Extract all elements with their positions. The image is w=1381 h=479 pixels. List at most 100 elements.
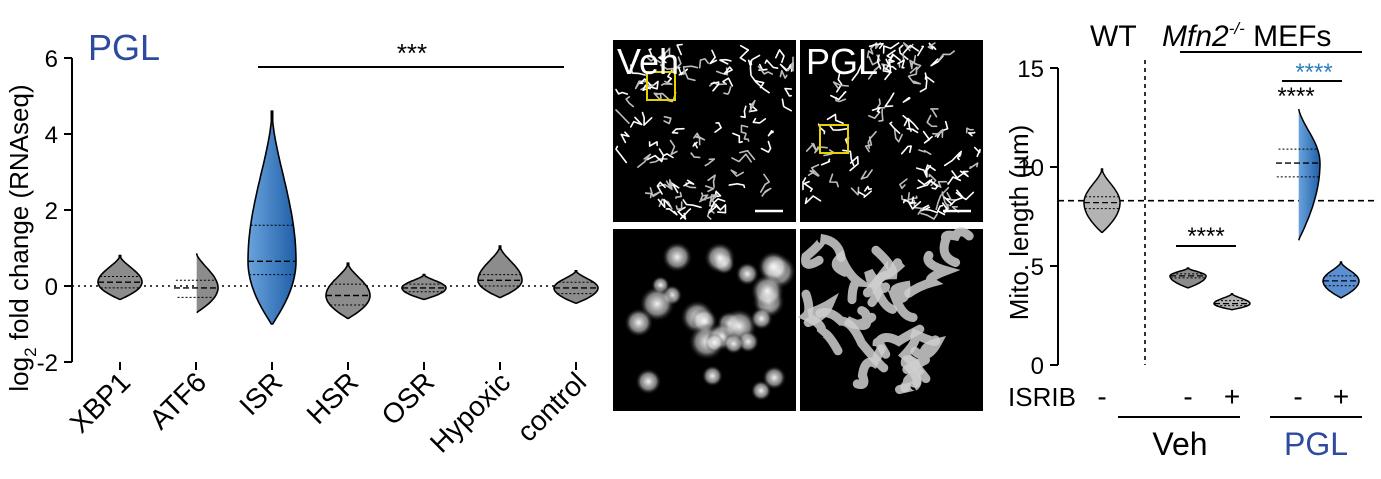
mitochondrion [882, 64, 892, 74]
mitochondrion [871, 107, 881, 113]
mitochondrion [820, 158, 831, 166]
mitochondrion [784, 87, 793, 97]
mitochondrion [672, 56, 682, 72]
mitochondrion [723, 86, 732, 95]
mito-blob [704, 333, 725, 353]
mitochondrion [708, 203, 722, 214]
treatment-labels: ISRIB - - + - +Veh PGL [1008, 381, 1362, 462]
mitochondrion [857, 190, 872, 198]
y-axis-label: log2 fold change (RNAseq) [4, 84, 40, 391]
mito-blob [704, 242, 736, 274]
mitochondrion [646, 154, 665, 163]
mitochondrion [956, 189, 975, 201]
mitochondrion [760, 140, 772, 153]
mito-blob [750, 307, 773, 330]
mito-blob [661, 241, 693, 273]
x-tick-label: control [511, 366, 592, 447]
mitochondrion [704, 185, 715, 193]
mitochondrion [947, 176, 962, 185]
mitochondrion [698, 58, 709, 69]
mitochondrion [671, 127, 685, 134]
mitochondrion [889, 121, 901, 134]
mitochondrion [666, 69, 673, 84]
mitochondrion [959, 170, 969, 178]
mitochondrion [653, 92, 662, 100]
violin-control [553, 270, 599, 304]
violin-xbp1 [97, 254, 143, 301]
violin-hypoxic [477, 245, 523, 299]
mitochondrion [661, 80, 673, 86]
mitochondrion [731, 153, 752, 163]
mito-tubule [904, 250, 961, 298]
x-tick-label: OSR [375, 366, 440, 431]
mitochondrion [866, 47, 874, 59]
y-axis: -2 0 2 4 6 [37, 46, 598, 377]
violin-pglplus [1322, 261, 1360, 299]
mito-tubule [872, 324, 925, 359]
x-tick-label: XBP1 [64, 366, 137, 439]
micrograph-pgl-zoom [800, 229, 983, 411]
mitochondrion [956, 150, 962, 161]
mito-blob [635, 368, 662, 395]
mitochondrion [714, 122, 722, 133]
x-tick-label: ATF6 [143, 366, 212, 435]
mitochondrion [707, 174, 716, 188]
mitochondrion [645, 56, 662, 64]
violin-osr [401, 273, 447, 301]
y-label-rest: fold change (RNAseq) [4, 84, 34, 347]
mitochondrion [767, 130, 774, 137]
mitochondrion [832, 81, 849, 89]
significance-marks: ************ [1176, 59, 1342, 250]
mitochondrion [884, 92, 895, 108]
mitochondrion [683, 179, 695, 187]
mitochondrion [620, 131, 630, 144]
mitochondrion [927, 42, 936, 50]
mitochondrion [867, 64, 881, 80]
x-tick-label: Hypoxic [424, 366, 516, 458]
mito-blob [723, 333, 745, 355]
mitochondrion [709, 49, 718, 65]
mitochondrion [876, 98, 886, 109]
mitochondrion [649, 158, 668, 164]
title-suffix: MEFs [1245, 20, 1332, 53]
y-tick-label: 2 [45, 198, 58, 225]
mitochondrion [908, 201, 922, 210]
mitochondrion [710, 81, 720, 92]
mitochondrion [965, 127, 974, 134]
violins [1083, 108, 1360, 311]
mitochondrion [648, 48, 654, 59]
violin-hsr [325, 262, 371, 320]
mitochondrion [739, 44, 750, 62]
isrib-sign: - [1097, 381, 1106, 412]
mitochondrion [781, 98, 792, 112]
mitochondrion [924, 164, 936, 174]
mitochondrion [830, 90, 847, 101]
y-tick-label: 4 [45, 122, 58, 149]
mitochondrion [829, 173, 839, 188]
mitochondrion [656, 181, 666, 195]
mitochondrion [692, 141, 698, 149]
mitochondrion [630, 64, 646, 76]
mitochondrion [682, 199, 702, 209]
mitochondrion [641, 111, 653, 126]
mitochondrion [903, 117, 919, 130]
mitochondrion [899, 178, 908, 190]
title-wt: WT [1090, 20, 1137, 53]
mitochondrion [924, 75, 935, 83]
mitochondrion [826, 113, 844, 124]
y-tick-label: -2 [37, 350, 58, 377]
mitochondrion [754, 79, 765, 89]
group-label-veh: Veh [1152, 426, 1207, 462]
mito-tubule [939, 227, 974, 267]
mitochondrion [675, 201, 683, 210]
mitochondrion [943, 196, 953, 206]
mitochondrion [851, 64, 864, 81]
mitochondrion [722, 77, 734, 87]
sig-label-pgl: **** [1295, 59, 1332, 86]
mitochondrion [802, 177, 807, 191]
mitochondrion [918, 149, 932, 155]
mitochondrion [656, 182, 673, 191]
mitochondrion [658, 148, 674, 159]
mitochondrion [690, 152, 701, 159]
